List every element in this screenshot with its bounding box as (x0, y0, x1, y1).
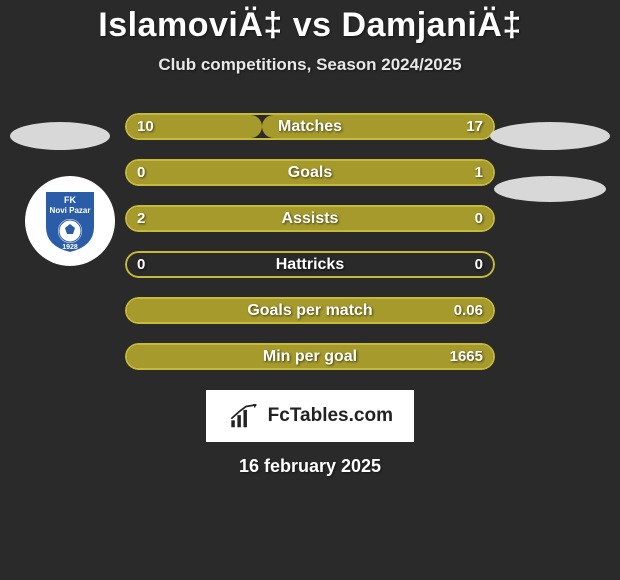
stat-bars: 10 Matches 17 0 Goals 1 2 Assists 0 0 Ha… (125, 113, 495, 370)
stat-value-right: 1665 (450, 343, 483, 370)
brand-panel: FcTables.com (206, 390, 414, 442)
decor-ellipse (494, 176, 606, 202)
stat-value-right: 0 (475, 205, 483, 232)
stat-label: Assists (125, 205, 495, 232)
brand-icon (227, 403, 262, 429)
stat-value-right: 0.06 (454, 297, 483, 324)
stat-row: Min per goal 1665 (125, 343, 495, 370)
player1-name: IslamoviÄ‡ (98, 6, 283, 44)
badge-line2: Novi Pazar (50, 206, 91, 215)
brand-text: FcTables.com (268, 405, 393, 427)
stat-value-right: 1 (475, 159, 483, 186)
stat-label: Goals (125, 159, 495, 186)
stat-row: Goals per match 0.06 (125, 297, 495, 324)
badge-line1: FK (64, 195, 76, 205)
title: IslamoviÄ‡ vs DamjaniÄ‡ (98, 6, 522, 45)
stat-label: Matches (125, 113, 495, 140)
stat-label: Goals per match (125, 297, 495, 324)
stat-label: Hattricks (125, 251, 495, 278)
vs-text: vs (293, 6, 332, 44)
subtitle: Club competitions, Season 2024/2025 (158, 55, 461, 75)
stat-value-right: 0 (475, 251, 483, 278)
decor-ellipse (10, 122, 110, 150)
stat-row: 0 Hattricks 0 (125, 251, 495, 278)
player2-name: DamjaniÄ‡ (342, 6, 522, 44)
stat-label: Min per goal (125, 343, 495, 370)
stat-value-right: 17 (466, 113, 483, 140)
stat-row: 2 Assists 0 (125, 205, 495, 232)
stat-row: 0 Goals 1 (125, 159, 495, 186)
shield-icon: FK Novi Pazar 1928 (41, 187, 99, 255)
stat-row: 10 Matches 17 (125, 113, 495, 140)
decor-ellipse (490, 122, 610, 150)
footer-date: 16 february 2025 (239, 456, 381, 477)
badge-year: 1928 (62, 244, 78, 251)
club-badge: FK Novi Pazar 1928 (25, 176, 115, 266)
